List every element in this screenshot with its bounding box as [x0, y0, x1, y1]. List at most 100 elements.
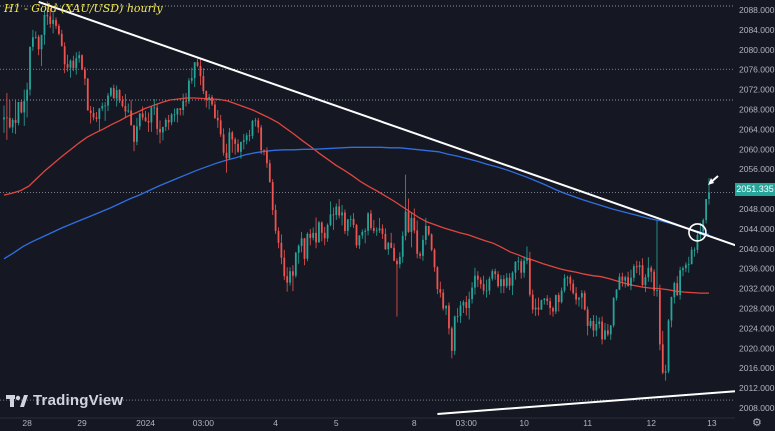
candle-body — [266, 150, 268, 164]
trendlines — [38, 1, 738, 416]
candle-body — [528, 258, 531, 295]
candle-body — [537, 307, 540, 310]
tradingview-logo: TradingView — [6, 392, 123, 409]
candle-body — [378, 228, 381, 231]
candle-body — [43, 14, 46, 35]
candle-body — [554, 295, 557, 312]
candle-body — [355, 224, 358, 246]
candle-body — [630, 277, 632, 287]
candle-body — [624, 277, 627, 281]
candle-body — [271, 182, 274, 210]
candle-body — [199, 65, 202, 77]
candle-body — [78, 55, 81, 59]
candle-body — [396, 260, 398, 265]
candle-body — [448, 305, 450, 329]
candle-body — [46, 14, 49, 17]
candle-body — [63, 46, 66, 65]
candle-body — [644, 277, 647, 286]
candle-body — [514, 261, 517, 273]
candle-body — [306, 233, 309, 259]
candle-body — [297, 245, 300, 253]
candle-body — [219, 120, 222, 135]
candle-body — [508, 277, 511, 286]
price-tick-label: 2008.000 — [739, 403, 775, 413]
price-tick-label: 2084.000 — [739, 25, 775, 35]
candle-body — [211, 97, 213, 105]
candle-body — [609, 325, 612, 335]
candle-body — [427, 225, 430, 235]
candle-body — [286, 276, 289, 283]
candle-body — [144, 117, 147, 121]
candle-body — [121, 100, 124, 106]
current-price-label: 2051.335 — [735, 183, 775, 196]
time-axis[interactable]: 28 29 2024 03:00 4 5 8 03:00 10 11 12 13 — [0, 417, 775, 431]
candle-body — [673, 283, 676, 298]
candle-body — [240, 141, 242, 152]
candle-body — [55, 19, 57, 26]
candle-body — [338, 206, 341, 216]
chart-title: H1 - Gold (XAU/USD) hourly — [4, 2, 163, 15]
candle-body — [679, 270, 681, 296]
candle-body — [3, 117, 5, 120]
candle-body — [254, 120, 257, 122]
candle-body — [627, 277, 629, 287]
candle-body — [176, 108, 179, 115]
candle-body — [604, 330, 606, 340]
candle-body — [303, 238, 306, 259]
candle-body — [375, 230, 378, 232]
candle-body — [89, 110, 92, 113]
candle-body — [14, 119, 17, 123]
moving-average-line — [3, 146, 710, 260]
candle-body — [387, 242, 390, 250]
candle-body — [309, 233, 312, 238]
candle-body — [445, 305, 447, 309]
candle-body — [676, 283, 679, 296]
candle-body — [693, 249, 696, 251]
candle-body — [40, 34, 43, 50]
candle-body — [424, 225, 427, 240]
candle-body — [167, 119, 170, 123]
candle-body — [138, 113, 141, 127]
gear-icon[interactable]: ⚙ — [752, 416, 762, 429]
candle-body — [381, 228, 384, 234]
candle-body — [268, 163, 271, 183]
candle-body — [632, 266, 635, 278]
candle-body — [141, 113, 144, 118]
candle-body — [505, 277, 508, 287]
price-tick-label: 2024.000 — [739, 323, 775, 333]
price-tick-label: 2080.000 — [739, 45, 775, 55]
candle-body — [352, 218, 355, 225]
candlesticks — [3, 1, 710, 381]
candle-body — [705, 199, 708, 220]
candle-body — [520, 261, 523, 273]
candle-body — [531, 294, 534, 310]
candle-body — [494, 271, 497, 275]
candle-body — [202, 76, 205, 92]
price-axis[interactable]: 2088.000 2084.000 2080.000 2076.000 2072.000… — [735, 0, 775, 431]
price-tick-label: 2064.000 — [739, 124, 775, 134]
candle-body — [485, 290, 488, 292]
candle-body — [500, 279, 502, 287]
candle-body — [228, 132, 231, 159]
candle-body — [595, 323, 598, 331]
time-tick-label: 10 — [519, 418, 529, 428]
candle-body — [390, 242, 393, 248]
candle-body — [335, 206, 338, 215]
candle-body — [479, 279, 482, 285]
candle-body — [72, 60, 75, 69]
candle-body — [216, 117, 219, 121]
candle-body — [92, 112, 95, 118]
candle-body — [465, 302, 468, 309]
candle-body — [372, 227, 375, 231]
candle-body — [159, 128, 161, 133]
descending-trendline — [38, 1, 738, 247]
candle-body — [300, 238, 303, 246]
price-tick-label: 2072.000 — [739, 85, 775, 95]
candle-body — [104, 105, 107, 107]
candle-body — [439, 289, 442, 293]
candle-body — [682, 268, 684, 271]
candle-body — [156, 107, 159, 129]
candle-body — [107, 95, 109, 106]
candle-body — [115, 90, 118, 99]
